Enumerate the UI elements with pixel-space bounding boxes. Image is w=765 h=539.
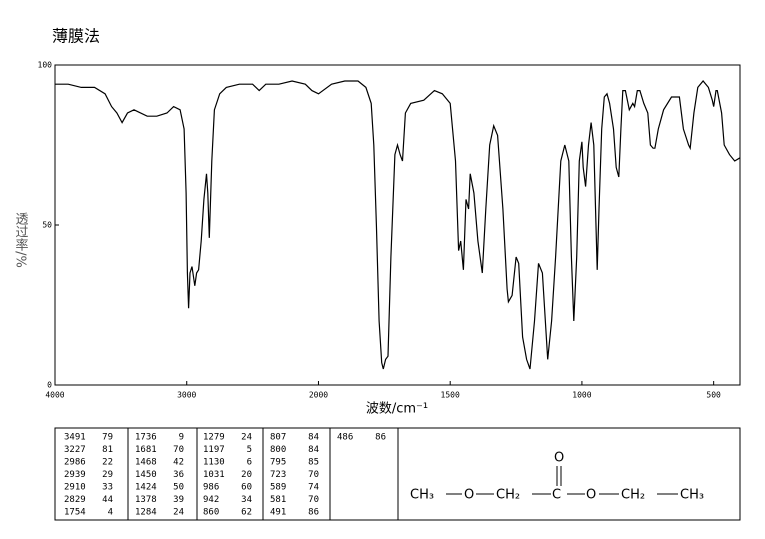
- peak-wavenumber: 860: [203, 508, 219, 518]
- peak-transmittance: 29: [102, 470, 113, 480]
- peak-wavenumber: 2986: [64, 458, 86, 468]
- peak-wavenumber: 1031: [203, 470, 225, 480]
- peak-wavenumber: 2829: [64, 495, 86, 505]
- peak-wavenumber: 1681: [135, 445, 157, 455]
- peak-transmittance: 42: [173, 458, 184, 468]
- peak-wavenumber: 1468: [135, 458, 157, 468]
- peak-wavenumber: 581: [270, 495, 286, 505]
- peak-transmittance: 36: [173, 470, 184, 480]
- peak-transmittance: 70: [173, 445, 184, 455]
- x-axis-label: 波数/cm⁻¹: [366, 402, 428, 417]
- atom: CH₂: [496, 488, 520, 503]
- peak-transmittance: 86: [308, 508, 319, 518]
- atom: O: [586, 488, 596, 503]
- peak-transmittance: 44: [102, 495, 113, 505]
- peak-transmittance: 50: [173, 483, 184, 493]
- peak-transmittance: 70: [308, 495, 319, 505]
- spectrum-line: [55, 80, 741, 370]
- peak-transmittance: 70: [308, 470, 319, 480]
- peak-transmittance: 9: [179, 433, 184, 443]
- peak-wavenumber: 800: [270, 445, 286, 455]
- peak-wavenumber: 1284: [135, 508, 157, 518]
- x-tick-label: 500: [706, 391, 721, 400]
- peak-wavenumber: 795: [270, 458, 286, 468]
- peak-wavenumber: 1736: [135, 433, 157, 443]
- peak-wavenumber: 942: [203, 495, 219, 505]
- peak-wavenumber: 986: [203, 483, 219, 493]
- peak-wavenumber: 3227: [64, 445, 86, 455]
- peak-wavenumber: 2910: [64, 483, 86, 493]
- peak-wavenumber: 589: [270, 483, 286, 493]
- bonds: [446, 466, 678, 495]
- peak-wavenumber: 723: [270, 470, 286, 480]
- y-tick-label: 100: [38, 61, 53, 70]
- peak-wavenumber: 1197: [203, 445, 225, 455]
- peak-transmittance: 33: [102, 483, 113, 493]
- peak-wavenumber: 1754: [64, 508, 86, 518]
- peak-wavenumber: 3491: [64, 433, 86, 443]
- peak-transmittance: 39: [173, 495, 184, 505]
- x-tick-label: 1000: [572, 391, 591, 400]
- peak-transmittance: 5: [247, 445, 252, 455]
- y-tick-label: 50: [42, 221, 52, 230]
- peak-transmittance: 60: [241, 483, 252, 493]
- peak-transmittance: 6: [247, 458, 252, 468]
- atom: CH₃: [410, 488, 434, 503]
- peak-wavenumber: 2939: [64, 470, 86, 480]
- peak-wavenumber: 491: [270, 508, 286, 518]
- peak-transmittance: 20: [241, 470, 252, 480]
- y-axis-label: 透过率/%: [13, 212, 29, 268]
- peak-transmittance: 4: [108, 508, 113, 518]
- peak-transmittance: 22: [102, 458, 113, 468]
- x-tick-label: 4000: [45, 391, 64, 400]
- table-dividers: [127, 428, 399, 520]
- peak-transmittance: 84: [308, 433, 319, 443]
- y-tick-label: 0: [47, 381, 52, 390]
- atom: C: [552, 488, 561, 503]
- peak-transmittance: 74: [308, 483, 319, 493]
- peak-wavenumber: 807: [270, 433, 286, 443]
- peak-wavenumber: 1424: [135, 483, 157, 493]
- atom: O: [464, 488, 474, 503]
- peak-wavenumber: 1378: [135, 495, 157, 505]
- peak-transmittance: 81: [102, 445, 113, 455]
- peak-transmittance: 79: [102, 433, 113, 443]
- peak-transmittance: 85: [308, 458, 319, 468]
- peak-wavenumber: 1279: [203, 433, 225, 443]
- peak-wavenumber: 1450: [135, 470, 157, 480]
- atom: CH₃: [680, 488, 704, 503]
- peak-wavenumber: 486: [337, 433, 353, 443]
- peak-wavenumber: 1130: [203, 458, 225, 468]
- peak-transmittance: 86: [375, 433, 386, 443]
- peak-transmittance: 24: [241, 433, 252, 443]
- x-tick-label: 1500: [441, 391, 460, 400]
- peak-transmittance: 34: [241, 495, 252, 505]
- atom: CH₂: [621, 488, 645, 503]
- peak-transmittance: 24: [173, 508, 184, 518]
- peak-transmittance: 62: [241, 508, 252, 518]
- x-tick-label: 3000: [177, 391, 196, 400]
- x-tick-label: 2000: [309, 391, 328, 400]
- chart-title: 薄膜法: [52, 27, 100, 46]
- peak-transmittance: 84: [308, 445, 319, 455]
- atom: O: [554, 451, 564, 466]
- plot-frame: [54, 64, 741, 386]
